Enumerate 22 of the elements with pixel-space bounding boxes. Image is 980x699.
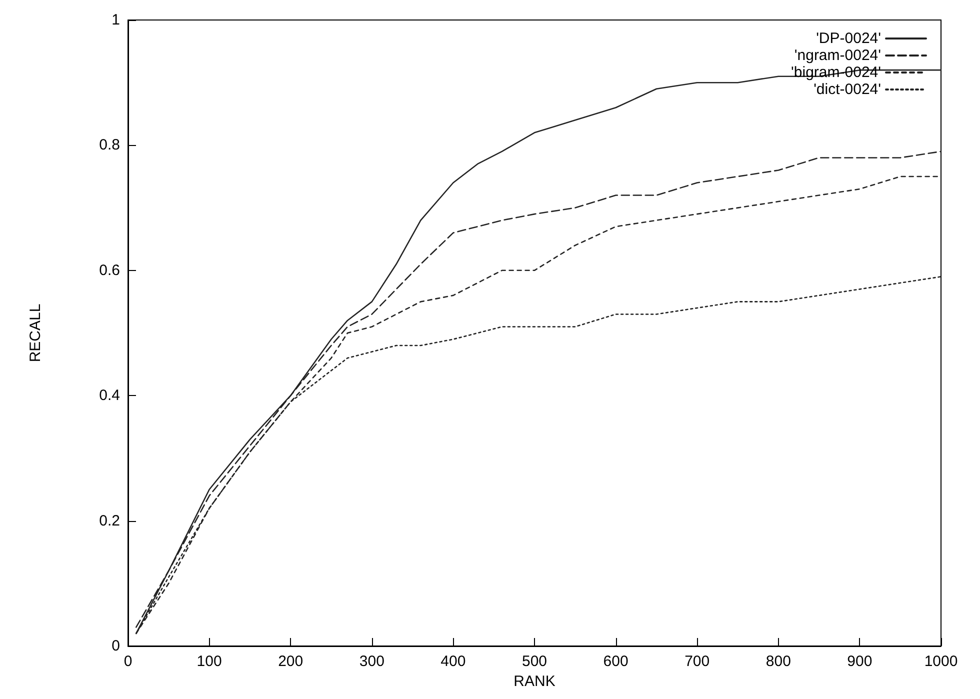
- x-tick-label: 600: [603, 653, 628, 670]
- x-tick-label: 800: [766, 653, 791, 670]
- legend-label: 'ngram-0024': [794, 47, 882, 64]
- x-tick-label: 900: [847, 653, 872, 670]
- y-tick-label: 0.4: [99, 387, 120, 404]
- x-axis-title: RANK: [514, 673, 556, 690]
- y-tick-label: 0: [112, 638, 120, 654]
- legend-label: 'DP-0024': [816, 30, 882, 47]
- x-tick-label: 500: [522, 653, 548, 670]
- x-tick-label: 400: [440, 653, 466, 670]
- y-axis-title: RECALL: [27, 304, 44, 362]
- x-tick-label: 1000: [924, 653, 958, 670]
- x-tick-label: 300: [359, 653, 384, 670]
- y-tick-label: 1: [112, 12, 120, 28]
- x-tick-label: 700: [684, 653, 710, 670]
- x-tick-label: 0: [124, 653, 132, 670]
- y-tick-label: 0.2: [99, 512, 120, 530]
- x-tick-label: 200: [278, 653, 304, 670]
- x-tick-label: 100: [196, 653, 222, 670]
- legend-label: 'dict-0024': [814, 81, 882, 98]
- y-tick-label: 0.6: [99, 262, 120, 279]
- y-tick-label: 0.8: [99, 136, 120, 154]
